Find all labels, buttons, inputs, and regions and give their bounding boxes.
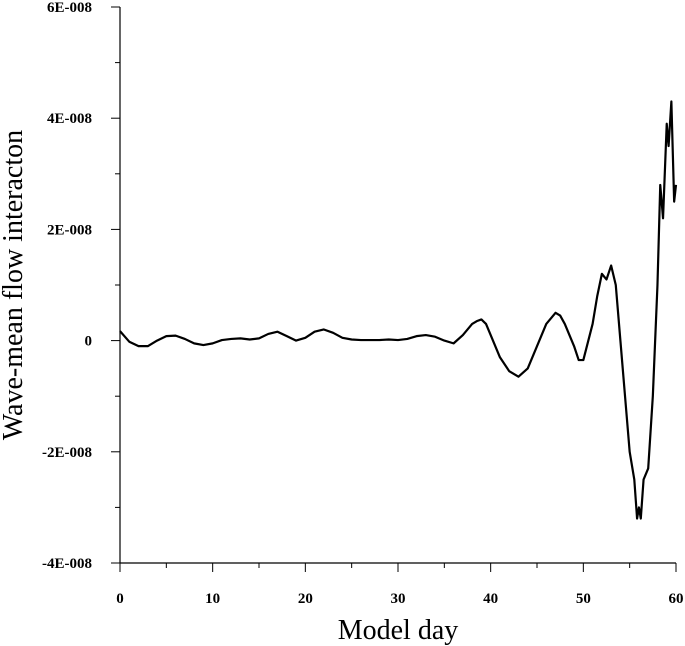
x-tick-label: 60 xyxy=(669,591,684,607)
x-axis-title: Model day xyxy=(338,615,459,646)
x-tick-label: 0 xyxy=(116,591,124,607)
y-tick-label: -2E-008 xyxy=(42,445,92,461)
x-tick-label: 30 xyxy=(391,591,406,607)
series-group xyxy=(119,100,678,520)
y-axis: -4E-008 -2E-008 0 2E-008 4E-008 6E-008 xyxy=(42,0,121,572)
x-tick-label: 20 xyxy=(298,591,313,607)
series-line xyxy=(119,100,678,520)
y-tick-label: 2E-008 xyxy=(47,222,92,238)
x-axis: 0 10 20 30 40 50 60 xyxy=(116,562,684,607)
y-tick-label: 6E-008 xyxy=(47,0,92,16)
y-tick-label: -4E-008 xyxy=(42,556,92,572)
y-tick-label: 4E-008 xyxy=(47,111,92,127)
x-tick-label: 50 xyxy=(576,591,591,607)
y-tick-label: 0 xyxy=(85,334,93,350)
y-axis-title: Wave-mean flow interacton xyxy=(0,130,29,440)
x-tick-label: 40 xyxy=(483,591,498,607)
x-tick-label: 10 xyxy=(205,591,220,607)
